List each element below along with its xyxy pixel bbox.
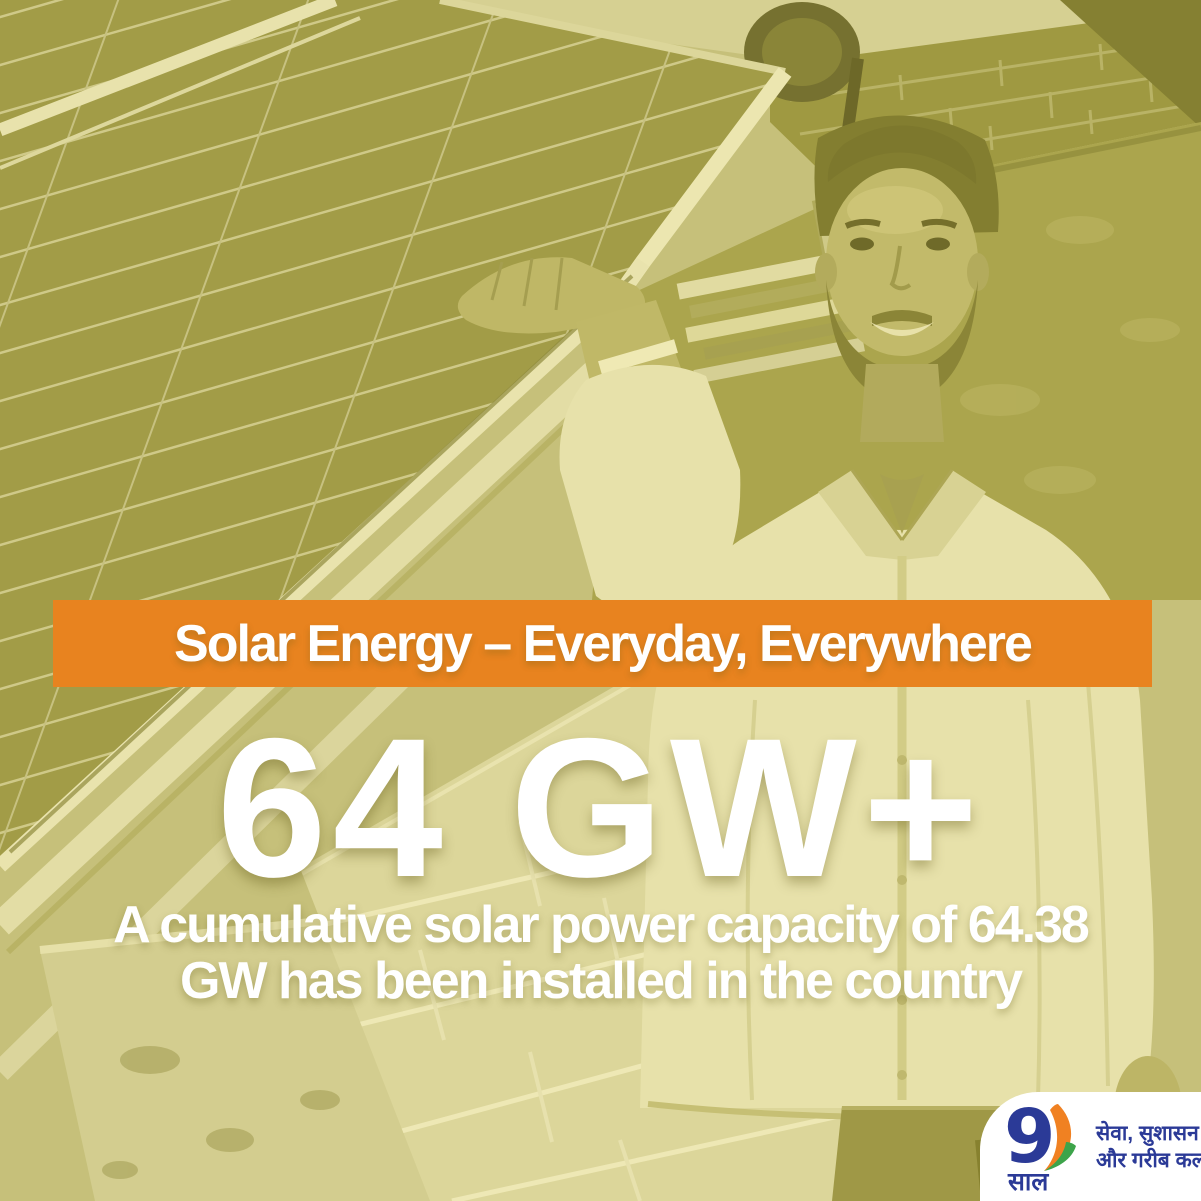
forehead-highlight [847, 186, 943, 234]
worker-eye [926, 237, 950, 251]
pipe [703, 316, 868, 360]
worker-sleeve [559, 364, 741, 615]
panel-frame-top [439, 0, 786, 76]
worker-raised-arm [457, 257, 741, 615]
shirt-folds [745, 659, 1110, 1101]
worker-eye [850, 237, 874, 251]
worker-brows [844, 218, 958, 229]
subtext-line-2: GW has been installed in the country [179, 952, 1023, 1010]
logo-tagline: सेवा, सुशासन और गरीब कल्याण [1096, 1120, 1201, 1174]
title-banner: Solar Energy – Everyday, Everywhere [53, 600, 1152, 687]
worker-hand [457, 257, 646, 334]
logo-tagline-line-1: सेवा, सुशासन [1096, 1121, 1199, 1145]
floor-top-highlight [300, 666, 661, 877]
shirt-buttons [897, 635, 907, 1080]
worker-smile [870, 322, 934, 336]
nine-years-logo-card: 9 साल सेवा, सुशासन और गरीब कल्याण [980, 1092, 1201, 1201]
pillar-stains [102, 1046, 340, 1179]
wrist-band [598, 339, 678, 375]
chest-opening [880, 474, 924, 534]
logo-years-label: साल [1007, 1167, 1049, 1194]
hand-finger-lines [490, 257, 564, 311]
worker-mustache [872, 310, 932, 326]
shirt-collar [818, 470, 986, 560]
dark-corner [1060, 0, 1201, 128]
panel-cross-rail [0, 0, 338, 137]
logo-number: 9 [1006, 1102, 1056, 1180]
subtext-line-1: A cumulative solar power capacity of 64.… [113, 896, 1090, 954]
title-banner-label: Solar Energy – Everyday, Everywhere [174, 614, 1033, 673]
headline-value: 64 GW+ [216, 697, 985, 918]
pipe [685, 293, 865, 343]
worker-ear [967, 253, 989, 291]
worker-beard [826, 280, 978, 402]
flame-green-icon [1044, 1141, 1076, 1171]
nine-years-logo-mark: 9 साल [1006, 1102, 1076, 1194]
pipe [689, 273, 857, 319]
panel-frame-shadow [8, 274, 634, 854]
worker-fringe [827, 125, 977, 184]
logo-tagline-line-2: और गरीब कल्याण [1096, 1148, 1201, 1172]
subtext: A cumulative solar power capacity of 64.… [0, 897, 1201, 1009]
panel-cross-rail-echo [0, 16, 361, 170]
tile-rows [300, 793, 885, 1201]
pipe [676, 250, 852, 300]
collar-edges [850, 469, 954, 541]
worker-neck [860, 364, 944, 442]
worker-ear [815, 253, 837, 291]
sloped-roof [592, 122, 1201, 600]
worker [814, 115, 999, 442]
worker-nose [889, 245, 912, 291]
pillar-top-edge [39, 916, 331, 954]
pipe [693, 337, 865, 384]
